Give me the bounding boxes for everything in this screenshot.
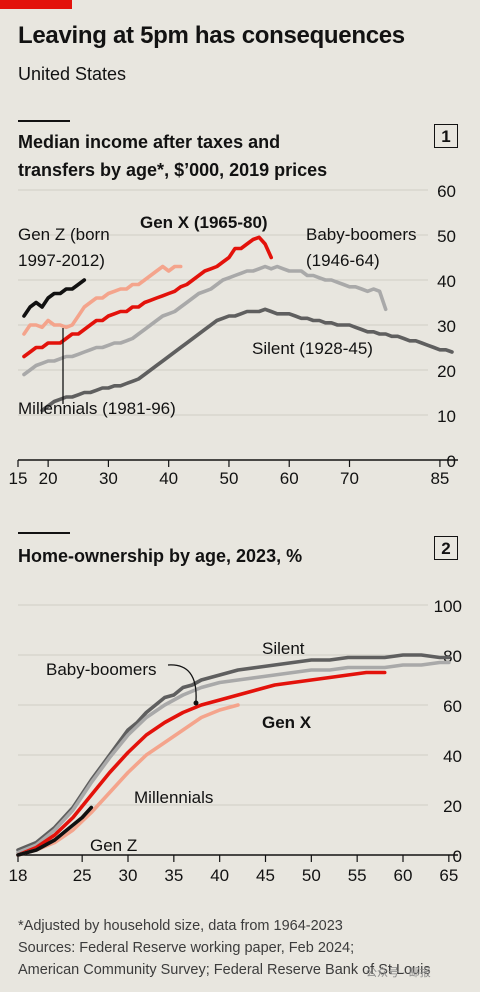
series-line-4 <box>16 805 94 857</box>
income-chart: 0 10 20 30 40 50 60 15 20 30 40 50 60 70 85 Gen Z (born… <box>9 182 458 488</box>
series-label: Millennials <box>134 788 213 807</box>
series-label: Gen X (1965-80) <box>140 213 268 232</box>
series-line-0 <box>22 278 87 318</box>
y-tick-label: 0 <box>447 452 456 471</box>
panel-1-title-line-2: transfers by age*, $’000, 2019 prices <box>18 160 328 180</box>
x-tick-label: 45 <box>256 866 275 885</box>
y-tick-label: 30 <box>437 317 456 336</box>
series-line-2 <box>22 235 274 359</box>
y-tick-label: 40 <box>437 272 456 291</box>
x-tick-label: 60 <box>394 866 413 885</box>
panel-1-title: Median income after taxes and transfers … <box>18 128 327 184</box>
x-tick-label: 60 <box>280 469 299 488</box>
x-tick-label: 18 <box>9 866 28 885</box>
series-label: Baby-boomers <box>306 225 417 244</box>
panel-2-number-badge: 2 <box>434 536 458 560</box>
x-tick-label: 30 <box>119 866 138 885</box>
series-line-1 <box>22 264 183 336</box>
y-tick-label: 10 <box>437 407 456 426</box>
y-tick-label: 20 <box>443 797 462 816</box>
y-tick-label: 20 <box>437 362 456 381</box>
series-label: Millennials (1981-96) <box>18 399 176 418</box>
y-tick-label: 50 <box>437 227 456 246</box>
x-tick-label: 40 <box>210 866 229 885</box>
series-line-2 <box>16 670 387 857</box>
source-line-1: Sources: Federal Reserve working paper, … <box>18 940 355 956</box>
x-tick-label: 15 <box>9 469 28 488</box>
watermark: 公众号 · 邮报 <box>366 967 431 979</box>
x-tick-label: 25 <box>73 866 92 885</box>
y-tick-label: 60 <box>437 182 456 201</box>
series-label: Gen Z <box>90 836 137 855</box>
series-line-1 <box>16 660 451 855</box>
series-label: Baby-boomers <box>46 660 157 679</box>
x-tick-label: 50 <box>219 469 238 488</box>
series-label: Silent (1928-45) <box>252 339 373 358</box>
footnote: *Adjusted by household size, data from 1… <box>18 918 343 934</box>
series-line-3 <box>22 264 388 377</box>
series-label: (1946-64) <box>306 251 380 270</box>
brand-red-bar <box>0 0 72 9</box>
source-line-2: American Community Survey; Federal Reser… <box>18 962 431 978</box>
chart-title: Leaving at 5pm has consequences <box>18 22 405 49</box>
series-label: Gen X <box>262 713 312 732</box>
y-tick-label: 40 <box>443 747 462 766</box>
series-line-3 <box>16 703 240 857</box>
panel-1-title-line-1: Median income after taxes and <box>18 132 281 152</box>
x-tick-label: 35 <box>164 866 183 885</box>
series-label: Gen Z (born <box>18 225 110 244</box>
x-tick-label: 65 <box>439 866 458 885</box>
x-tick-label: 55 <box>348 866 367 885</box>
x-tick-label: 40 <box>159 469 178 488</box>
series-label: Silent <box>262 639 305 658</box>
x-tick-label: 20 <box>39 469 58 488</box>
panel-1-number-badge: 1 <box>434 124 458 148</box>
series-label-leader <box>167 664 197 702</box>
series-line-4 <box>40 307 454 413</box>
panel-1-rule <box>18 120 70 122</box>
x-tick-label: 30 <box>99 469 118 488</box>
series-label: 1997-2012) <box>18 251 105 270</box>
x-tick-label: 85 <box>430 469 449 488</box>
panel-2-title: Home-ownership by age, 2023, % <box>18 542 302 570</box>
panel-2-rule <box>18 532 70 534</box>
x-tick-label: 70 <box>340 469 359 488</box>
panel-2-title-line-1: Home-ownership by age, 2023, % <box>18 546 303 566</box>
y-tick-label: 60 <box>443 697 462 716</box>
y-tick-label: 0 <box>453 847 462 866</box>
x-tick-label: 50 <box>302 866 321 885</box>
series-label-dot <box>193 700 199 706</box>
chart-subtitle: United States <box>18 64 127 84</box>
y-tick-label: 100 <box>434 597 462 616</box>
